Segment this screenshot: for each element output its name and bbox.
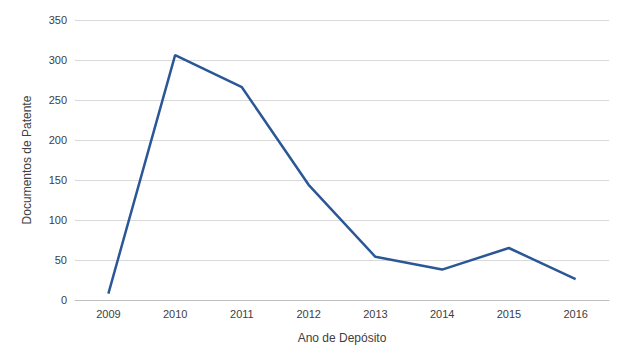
svg-text:2014: 2014 — [430, 308, 454, 320]
svg-text:350: 350 — [49, 14, 67, 26]
svg-text:Documentos de Patente: Documentos de Patente — [20, 95, 34, 224]
svg-text:2015: 2015 — [497, 308, 521, 320]
svg-text:2012: 2012 — [296, 308, 320, 320]
svg-text:2009: 2009 — [96, 308, 120, 320]
svg-text:0: 0 — [61, 294, 67, 306]
svg-text:150: 150 — [49, 174, 67, 186]
svg-text:2010: 2010 — [163, 308, 187, 320]
svg-text:2013: 2013 — [363, 308, 387, 320]
svg-text:2016: 2016 — [563, 308, 587, 320]
svg-text:Ano de Depósito: Ano de Depósito — [298, 331, 387, 345]
svg-text:250: 250 — [49, 94, 67, 106]
svg-text:200: 200 — [49, 134, 67, 146]
svg-text:2011: 2011 — [230, 308, 254, 320]
svg-text:50: 50 — [55, 254, 67, 266]
svg-text:300: 300 — [49, 54, 67, 66]
svg-text:100: 100 — [49, 214, 67, 226]
